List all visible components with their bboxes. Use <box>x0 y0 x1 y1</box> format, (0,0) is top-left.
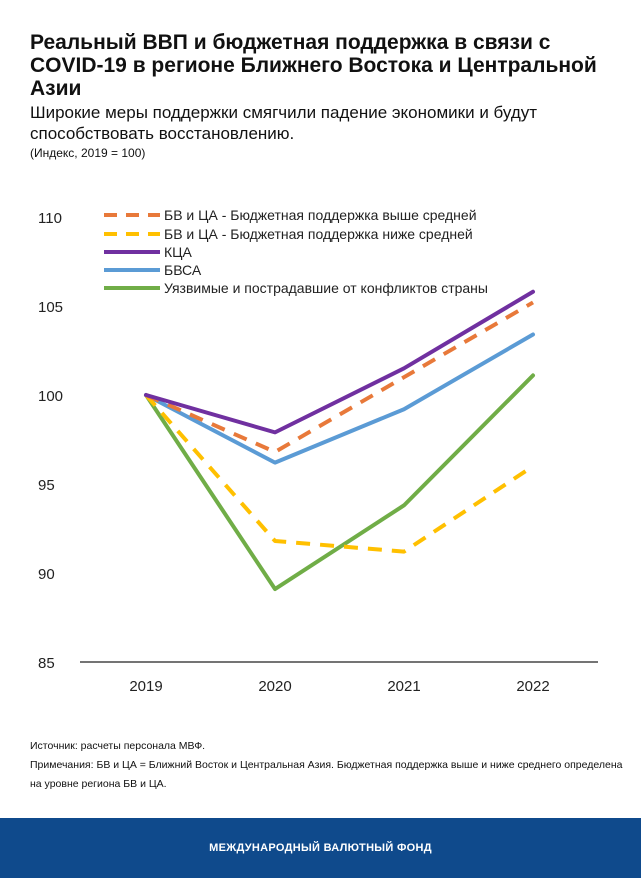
x-tick-label: 2019 <box>129 678 162 695</box>
series-line-4 <box>144 373 535 592</box>
line-chart: 85 90 95 100 105 110 2019 2020 2021 2022 БВ и ЦА -… <box>38 207 598 695</box>
footer-label: МЕЖДУНАРОДНЫЙ ВАЛЮТНЫЙ ФОНД <box>209 842 432 854</box>
legend-label: БВ и ЦА - Бюджетная поддержка ниже средн… <box>164 226 473 242</box>
chart-title: Реальный ВВП и бюджетная поддержка в свя… <box>30 31 597 100</box>
source-note: Источник: расчеты персонала МВФ. <box>30 740 206 752</box>
legend-label: Уязвимые и пострадавшие от конфликтов ст… <box>164 280 488 296</box>
legend-label: КЦА <box>164 244 193 260</box>
x-tick-label: 2020 <box>258 678 291 695</box>
x-tick-label: 2022 <box>516 678 549 695</box>
y-tick-label: 90 <box>38 566 55 583</box>
y-tick-label: 110 <box>38 210 62 227</box>
y-tick-label: 100 <box>38 388 63 405</box>
notes: Источник: расчеты персонала МВФ. Примеча… <box>30 737 625 794</box>
footer-banner: МЕЖДУНАРОДНЫЙ ВАЛЮТНЫЙ ФОНД <box>0 818 641 878</box>
series-line-3 <box>144 332 535 465</box>
y-tick-label: 85 <box>38 655 55 672</box>
header: Реальный ВВП и бюджетная поддержка в свя… <box>30 31 620 161</box>
chart-unit: (Индекс, 2019 = 100) <box>30 146 146 160</box>
y-tick-label: 105 <box>38 299 63 316</box>
y-tick-label: 95 <box>38 477 55 494</box>
series-line-2 <box>144 289 535 435</box>
chart-subtitle: Широкие меры поддержки смягчили падение … <box>30 103 538 143</box>
series-line-1 <box>144 393 535 554</box>
x-tick-label: 2021 <box>387 678 420 695</box>
series-line-0 <box>145 300 535 454</box>
legend-label: БВСА <box>164 262 202 278</box>
legend-label: БВ и ЦА - Бюджетная поддержка выше средн… <box>164 207 477 223</box>
explanatory-note: Примечания: БВ и ЦА = Ближний Восток и Ц… <box>30 759 623 790</box>
